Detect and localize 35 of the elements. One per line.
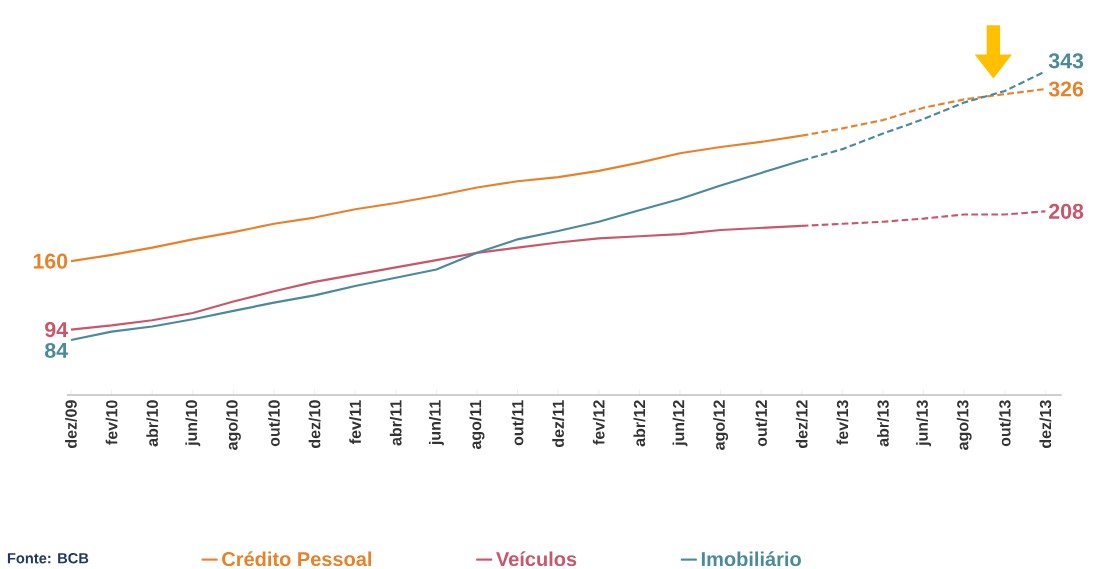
- x-tick-label: dez/12: [795, 400, 808, 448]
- x-tick-label: ago/10: [225, 400, 241, 450]
- x-tick-label: dez/11: [552, 400, 565, 448]
- x-tick-label: out/10: [268, 400, 280, 447]
- x-tick-label: abr/12: [633, 400, 646, 447]
- x-tick-label: dez/09: [65, 400, 77, 448]
- x-tick-label: ago/13: [956, 400, 972, 450]
- x-tick-label: abr/10: [146, 400, 159, 447]
- data-label: 343: [1048, 53, 1084, 69]
- legend-label: Veículos: [496, 551, 577, 567]
- x-tick-label: out/13: [998, 400, 1011, 447]
- x-tick-label: fev/10: [105, 400, 118, 445]
- data-label: 94: [45, 322, 68, 338]
- x-tick-label: jun/12: [672, 400, 688, 447]
- data-label: 326: [1048, 81, 1084, 97]
- x-tick-label: jun/10: [185, 400, 201, 447]
- data-label: 160: [33, 253, 68, 269]
- x-tick-label: ago/12: [713, 400, 729, 450]
- x-tick-label: out/11: [511, 400, 524, 446]
- x-tick-label: ago/11: [469, 400, 485, 450]
- x-tick-label: out/12: [755, 400, 768, 447]
- x-tick-label: dez/13: [1039, 400, 1052, 448]
- legend-label: Imobiliário: [701, 551, 801, 567]
- x-tick-label: dez/10: [308, 400, 321, 448]
- x-tick-label: jun/13: [916, 400, 932, 447]
- source-note: Fonte: BCB: [7, 553, 89, 564]
- x-tick-label: fev/11: [349, 400, 362, 444]
- data-label: 208: [1049, 203, 1084, 219]
- x-tick-label: fev/13: [836, 400, 849, 445]
- x-tick-label: abr/13: [877, 400, 889, 447]
- data-label: 84: [45, 342, 68, 358]
- x-tick-label: abr/11: [389, 400, 402, 446]
- x-tick-label: jun/11: [428, 400, 444, 446]
- x-tick-label: fev/12: [592, 400, 605, 445]
- legend-label: Crédito Pessoal: [222, 551, 372, 567]
